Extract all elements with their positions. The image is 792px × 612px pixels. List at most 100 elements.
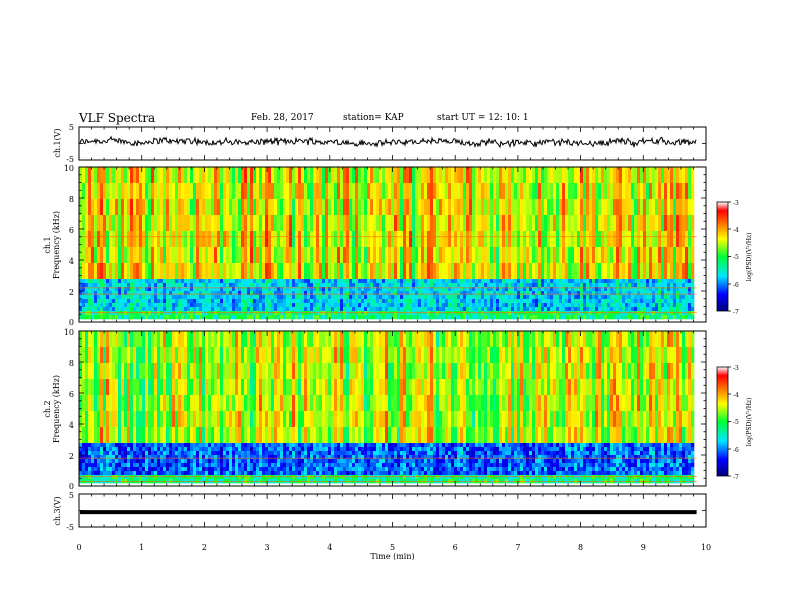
ch1-spec-cell bbox=[637, 183, 641, 200]
ch1-spec-cell bbox=[577, 199, 581, 216]
ch1-spec-cell bbox=[217, 299, 221, 304]
ch1-spec-cell bbox=[466, 231, 470, 248]
ch1-spec-cell bbox=[508, 315, 512, 320]
ch1-spec-cell bbox=[628, 291, 632, 296]
ch1-spec-cell bbox=[109, 231, 113, 248]
ch1-spec-cell bbox=[178, 283, 182, 288]
ch1-spec-cell bbox=[94, 263, 98, 280]
ch2-spec-cell bbox=[253, 395, 257, 412]
ch1-spec-cell bbox=[349, 199, 353, 216]
ch1-spec-cell bbox=[103, 303, 107, 308]
ch2-spec-cell bbox=[106, 395, 110, 412]
ch2-spec-cell bbox=[295, 379, 299, 396]
ch1-spec-cell bbox=[322, 167, 326, 184]
ch1-spec-cell bbox=[463, 291, 467, 296]
ch2-spec-cell bbox=[124, 395, 128, 412]
ch1-spec-cell bbox=[184, 247, 188, 264]
ch2-spec-cell bbox=[100, 447, 104, 452]
ch1-spec-cell bbox=[355, 283, 359, 288]
ch2-spec-cell bbox=[205, 411, 209, 428]
ch1-spec-cell bbox=[676, 303, 680, 308]
ch1-spec-cell bbox=[589, 263, 593, 280]
ch1-spec-cell bbox=[289, 295, 293, 300]
ch2-spec-cell bbox=[97, 347, 101, 364]
ch1-spec-cell bbox=[445, 215, 449, 232]
ch2-spec-cell bbox=[322, 363, 326, 380]
ch2-spec-cell bbox=[244, 471, 248, 476]
ch1-spec-cell bbox=[253, 311, 257, 316]
ch1-spec-cell bbox=[238, 167, 242, 184]
ch1-spec-cell bbox=[388, 307, 392, 312]
ch2-spec-cell bbox=[250, 395, 254, 412]
ch1-spec-cell bbox=[430, 283, 434, 288]
ch2-spec-cell bbox=[88, 331, 92, 348]
ch1-spec-cell bbox=[181, 183, 185, 200]
ch2-spec-cell bbox=[319, 467, 323, 472]
ch1-spec-cell bbox=[550, 263, 554, 280]
ch1-spec-cell bbox=[214, 279, 218, 284]
ch2-spec-cell bbox=[151, 447, 155, 452]
ch1-spec-cell bbox=[205, 299, 209, 304]
ch1-spec-cell bbox=[598, 199, 602, 216]
ch2-spec-cell bbox=[196, 443, 200, 448]
ch1-spec-cell bbox=[202, 307, 206, 312]
ch1-spec-cell bbox=[295, 279, 299, 284]
ch2-spec-cell bbox=[211, 447, 215, 452]
ch1-spec-cell bbox=[319, 299, 323, 304]
ch2-spec-cell bbox=[121, 379, 125, 396]
ch1-spec-cell bbox=[424, 263, 428, 280]
ch1-spec-cell bbox=[226, 199, 230, 216]
ch1-spec-cell bbox=[457, 263, 461, 280]
ch2-spec-cell bbox=[220, 463, 224, 468]
ch2-spec-cell bbox=[334, 471, 338, 476]
ch1-spec-cell bbox=[340, 247, 344, 264]
ch2-spec-cell bbox=[283, 451, 287, 456]
ch1-spec-cell bbox=[418, 287, 422, 292]
ch1-spec-cell bbox=[130, 279, 134, 284]
ch2-spec-cell bbox=[271, 467, 275, 472]
ch1-spec-cell bbox=[412, 291, 416, 296]
ch2-spec-cell bbox=[238, 363, 242, 380]
ch1-spec-cell bbox=[679, 299, 683, 304]
ch1-spec-cell bbox=[316, 167, 320, 184]
ch1-spec-cell bbox=[649, 303, 653, 308]
ch1-spec-cell bbox=[259, 307, 263, 312]
ch1-spec-cell bbox=[136, 167, 140, 184]
ch1-spec-cell bbox=[292, 287, 296, 292]
ch2-spec-cell bbox=[88, 363, 92, 380]
ch2-spec-cell bbox=[325, 379, 329, 396]
ch1-spec-cell bbox=[625, 199, 629, 216]
ch1-spec-cell bbox=[142, 299, 146, 304]
ch2-spec-cell bbox=[184, 467, 188, 472]
ch1-spec-cell bbox=[187, 231, 191, 248]
ch2-spec-cell bbox=[190, 451, 194, 456]
ch1-spec-cell bbox=[124, 303, 128, 308]
ch1-spec-cell bbox=[544, 291, 548, 296]
ch1-spec-cell bbox=[652, 303, 656, 308]
ch1-spec-cell bbox=[568, 303, 572, 308]
ch1-spec-cell bbox=[658, 167, 662, 184]
ch1-spec-cell bbox=[481, 307, 485, 312]
ch1-spec-cell bbox=[511, 303, 515, 308]
ch2-spec-cell bbox=[142, 451, 146, 456]
ch1-spec-cell bbox=[616, 291, 620, 296]
ch1-spec-cell bbox=[373, 311, 377, 316]
ch2-spec-cell bbox=[160, 463, 164, 468]
ch2-spec-cell bbox=[190, 467, 194, 472]
ch1-spec-cell bbox=[196, 311, 200, 316]
ch1-spec-cell bbox=[550, 215, 554, 232]
ch1-spec-cell bbox=[121, 287, 125, 292]
ch1-spec-cell bbox=[103, 315, 107, 320]
ch1-spec-cell bbox=[481, 263, 485, 280]
ch2-spec-cell bbox=[193, 471, 197, 476]
ch2-spec-cell bbox=[328, 379, 332, 396]
ch1-spec-cell bbox=[463, 283, 467, 288]
ch1-spec-cell bbox=[571, 183, 575, 200]
ch1-spec-cell bbox=[565, 283, 569, 288]
ch2-spec-cell bbox=[256, 475, 260, 480]
ch1-spec-cell bbox=[202, 315, 206, 320]
ch1-spec-cell bbox=[109, 279, 113, 284]
ch1-spec-cell bbox=[358, 199, 362, 216]
ch1-spec-cell bbox=[550, 167, 554, 184]
ch1-spec-cell bbox=[172, 231, 176, 248]
